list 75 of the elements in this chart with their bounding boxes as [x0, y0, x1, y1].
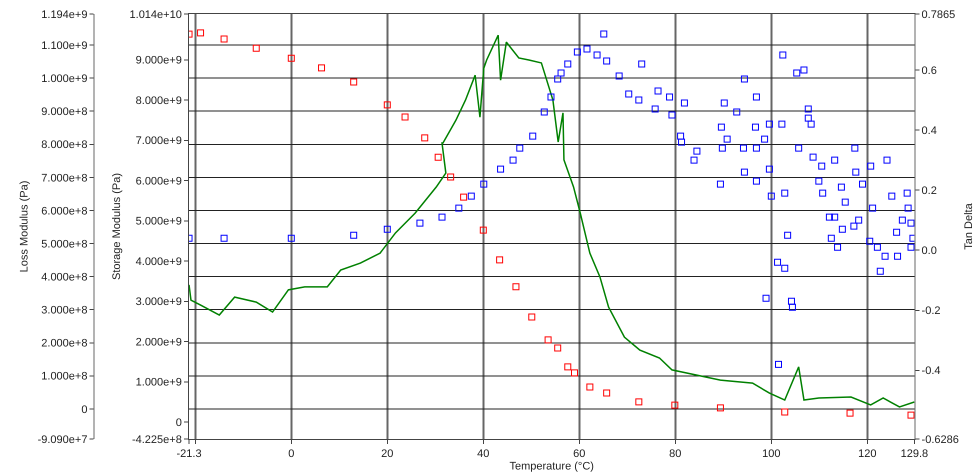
- y2-tick-label: 2.000e+9: [136, 336, 182, 348]
- y-tick-label: 6.000e+8: [41, 205, 88, 218]
- y3-tick-label: -0.2: [922, 305, 941, 318]
- y2-tick-label: 1.014e+10: [130, 8, 182, 21]
- point: [528, 313, 536, 320]
- x-axis-title: Temperature (°C): [509, 460, 594, 472]
- x-tick-label: 60: [573, 448, 586, 460]
- point: [716, 404, 724, 412]
- point: [635, 398, 642, 406]
- point: [544, 336, 552, 344]
- y-tick-label: 3.000e+8: [41, 304, 88, 317]
- point: [512, 283, 520, 290]
- y3-tick-label: -0.6286: [922, 434, 959, 446]
- y2-tick-label: 5.000e+9: [136, 216, 182, 228]
- x-tick-label: 129.8: [900, 448, 928, 460]
- y-tick-label: 8.000e+8: [41, 139, 88, 152]
- y-tick-label: 5.000e+8: [41, 238, 88, 250]
- y-tick-label: -9.090e+7: [38, 434, 88, 446]
- y2-axis-title: Storage Modulus (Pa): [111, 173, 124, 280]
- y-tick-label: 7.000e+8: [41, 172, 88, 184]
- y2-tick-label: 9.000e+9: [136, 54, 182, 67]
- point: [318, 64, 326, 72]
- point: [402, 114, 409, 121]
- point: [564, 363, 572, 370]
- y-tick-label: 1.194e+9: [41, 8, 88, 21]
- y3-tick-label: -0.4: [922, 365, 941, 378]
- point: [571, 369, 578, 376]
- y-tick-label: 2.000e+8: [41, 338, 88, 350]
- point: [781, 408, 788, 416]
- point: [554, 344, 562, 352]
- y-tick-label: 1.100e+9: [41, 40, 88, 52]
- y-axis-title: Loss Modulus (Pa): [18, 180, 30, 272]
- y-tick-label: 0: [81, 404, 88, 416]
- y-tick-label: 1.000e+8: [41, 370, 88, 383]
- x-tick-label: 100: [762, 448, 780, 460]
- point: [350, 78, 358, 86]
- point: [671, 402, 678, 409]
- x-tick-label: 120: [858, 448, 876, 460]
- x-tick-label: 20: [381, 448, 394, 460]
- y2-tick-label: 6.000e+9: [136, 175, 182, 188]
- y2-tick-label: 3.000e+9: [136, 296, 182, 308]
- x-tick-label: 80: [669, 448, 682, 460]
- y2-tick-label: -4.225e+8: [132, 434, 182, 446]
- point: [908, 412, 914, 419]
- y2-tick-label: 4.000e+9: [136, 256, 182, 268]
- point: [447, 173, 454, 180]
- y3-tick-label: 0.6: [922, 64, 937, 77]
- x-tick-label: 0: [288, 448, 294, 460]
- x-tick-label: 40: [477, 448, 490, 460]
- point: [288, 54, 295, 62]
- point: [586, 383, 594, 390]
- y2-tick-label: 7.000e+9: [136, 135, 182, 148]
- point: [460, 194, 468, 201]
- y2-tick-label: 1.000e+9: [136, 376, 182, 389]
- y3-tick-label: 0.7865: [922, 8, 956, 21]
- y2-tick-label: 0: [176, 416, 182, 429]
- y-tick-label: 1.000e+9: [41, 73, 88, 86]
- point: [603, 390, 610, 397]
- point: [197, 29, 204, 36]
- y3-tick-label: 0.2: [922, 184, 937, 197]
- point: [384, 101, 391, 108]
- point: [480, 226, 487, 234]
- point: [846, 410, 854, 417]
- y3-axis-title: Tan Delta: [963, 202, 976, 250]
- point: [252, 44, 260, 52]
- y2-tick-label: 8.000e+9: [136, 94, 182, 107]
- point: [496, 256, 504, 264]
- point: [434, 154, 442, 161]
- y3-tick-label: 0.0: [922, 245, 937, 258]
- y-tick-label: 4.000e+8: [41, 271, 88, 284]
- y3-tick-label: 0.4: [922, 124, 937, 137]
- x-tick-label: -21.3: [176, 448, 202, 460]
- point: [421, 134, 428, 142]
- point: [220, 35, 228, 42]
- y-tick-label: 9.000e+8: [41, 106, 88, 118]
